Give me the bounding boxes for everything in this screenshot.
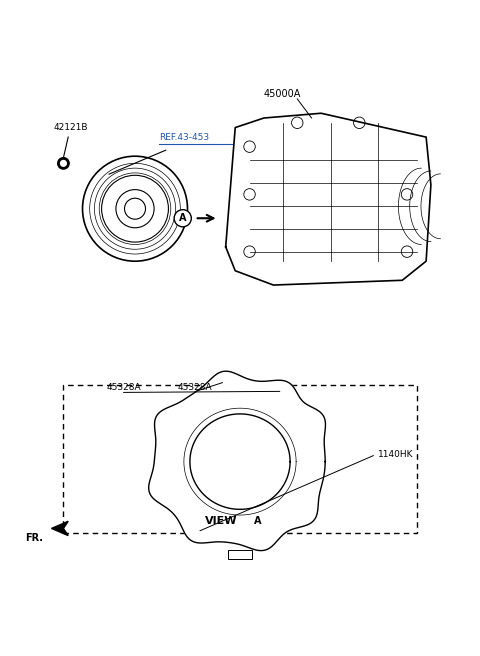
Polygon shape xyxy=(149,371,325,550)
Text: 1140HK: 1140HK xyxy=(378,450,414,459)
Polygon shape xyxy=(51,522,68,535)
Circle shape xyxy=(192,526,203,538)
Circle shape xyxy=(60,161,66,166)
Text: A: A xyxy=(254,516,262,526)
Circle shape xyxy=(250,513,267,530)
Text: REF.43-453: REF.43-453 xyxy=(159,133,209,142)
Circle shape xyxy=(308,415,320,427)
Text: A: A xyxy=(179,213,187,223)
Circle shape xyxy=(300,508,311,520)
Text: FR.: FR. xyxy=(25,533,43,543)
Circle shape xyxy=(219,376,231,388)
FancyBboxPatch shape xyxy=(63,385,417,533)
FancyBboxPatch shape xyxy=(228,550,252,560)
Polygon shape xyxy=(226,113,431,285)
Circle shape xyxy=(256,534,268,546)
Circle shape xyxy=(174,210,192,227)
Text: 45000A: 45000A xyxy=(264,89,301,99)
Text: 45328A: 45328A xyxy=(107,383,141,392)
Text: 42121B: 42121B xyxy=(54,123,88,133)
Circle shape xyxy=(58,157,69,169)
Circle shape xyxy=(277,386,288,397)
Text: 45328A: 45328A xyxy=(178,383,213,392)
Circle shape xyxy=(160,415,172,427)
Circle shape xyxy=(154,483,166,495)
Text: VIEW: VIEW xyxy=(204,516,237,526)
